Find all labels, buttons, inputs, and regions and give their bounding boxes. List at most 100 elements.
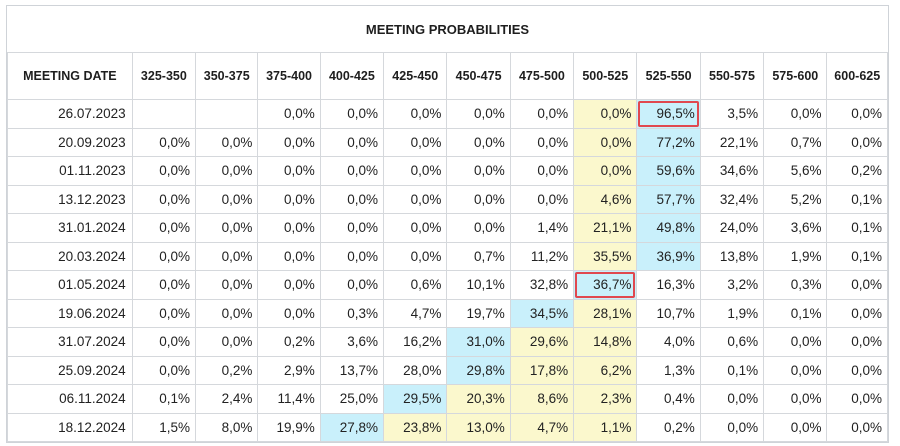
probability-value: 0,0%: [221, 163, 253, 179]
probability-value: 10,7%: [656, 305, 695, 321]
column-header-400-425[interactable]: 400-425: [319, 52, 385, 100]
meeting-date-cell: 25.09.2024: [7, 355, 133, 385]
probability-value: 0,0%: [790, 106, 822, 122]
probability-cell: 24,0%: [699, 213, 765, 243]
probability-value: 0,0%: [347, 106, 379, 122]
table-body: 26.07.2023 0,0% 0,0% 0,0% 0,0% 0,0% 0,0% 96,5% 3…: [7, 99, 888, 442]
probability-cell: 0,0%: [383, 156, 448, 186]
probability-cell: 0,0%: [826, 99, 888, 129]
probability-value: 8,6%: [537, 391, 569, 407]
probability-value: 0,0%: [537, 134, 569, 150]
column-header-425-450[interactable]: 425-450: [383, 52, 448, 100]
probabilities-table: MEETING PROBABILITIES MEETING DATE 325-35…: [7, 6, 888, 442]
probability-value: 0,0%: [790, 419, 822, 435]
probability-cell: 16,3%: [636, 270, 701, 300]
probability-cell: 77,2%: [636, 127, 701, 157]
probability-value: 0,0%: [851, 106, 882, 122]
column-header-525-550[interactable]: 525-550: [636, 52, 701, 100]
probability-value: 0,0%: [537, 191, 569, 207]
probability-cell: 0,0%: [383, 127, 448, 157]
probability-value: 19,9%: [276, 419, 315, 435]
probability-value: 0,0%: [221, 248, 253, 264]
probability-value: 0,0%: [283, 106, 315, 122]
probability-cell: 1,4%: [509, 213, 575, 243]
probability-cell: 0,0%: [257, 99, 321, 129]
probability-cell: 0,7%: [446, 241, 511, 271]
column-header-550-575[interactable]: 550-575: [699, 52, 765, 100]
probability-value: 0,0%: [410, 134, 442, 150]
column-header-500-525[interactable]: 500-525: [573, 52, 638, 100]
probability-cell: 0,1%: [131, 384, 197, 414]
probability-cell: 0,0%: [319, 127, 385, 157]
probability-value: 0,0%: [159, 220, 191, 236]
probability-value: 0,0%: [283, 163, 315, 179]
probability-cell: 36,7%: [573, 270, 638, 300]
probability-cell: 0,0%: [131, 156, 197, 186]
probability-value: 0,0%: [790, 362, 822, 378]
probability-cell: 4,0%: [636, 327, 701, 357]
table-row: 19.06.2024 0,0% 0,0% 0,0% 0,3% 4,7% 19,7% 34,5%…: [7, 298, 888, 328]
probability-value: 0,0%: [221, 277, 253, 293]
probability-value: 0,0%: [790, 334, 822, 350]
table-row: 01.11.2023 0,0% 0,0% 0,0% 0,0% 0,0% 0,0% 0,0% 0,…: [7, 156, 888, 186]
probability-value: 59,6%: [656, 163, 695, 179]
probability-cell: 96,5%: [636, 99, 701, 129]
probability-value: 0,0%: [410, 163, 442, 179]
probability-value: 0,0%: [283, 191, 315, 207]
probability-cell: 0,0%: [383, 241, 448, 271]
probability-value: 3,6%: [347, 334, 379, 350]
column-header-450-475[interactable]: 450-475: [446, 52, 511, 100]
probability-cell: 23,8%: [383, 412, 448, 442]
probability-value: 0,0%: [473, 163, 505, 179]
probability-cell: 29,6%: [509, 327, 575, 357]
probability-cell: 0,1%: [826, 184, 888, 214]
probability-value: 1,4%: [537, 220, 569, 236]
probability-cell: 1,9%: [699, 298, 765, 328]
column-header-575-600[interactable]: 575-600: [763, 52, 828, 100]
column-header-375-400[interactable]: 375-400: [257, 52, 321, 100]
table-row: 01.05.2024 0,0% 0,0% 0,0% 0,0% 0,6% 10,1% 32,8%…: [7, 270, 888, 300]
meeting-date-cell: 01.05.2024: [7, 270, 133, 300]
probability-value: 1,5%: [159, 419, 191, 435]
table-row: 26.07.2023 0,0% 0,0% 0,0% 0,0% 0,0% 0,0% 96,5% 3…: [7, 99, 888, 129]
column-header-475-500[interactable]: 475-500: [509, 52, 575, 100]
probability-value: 28,1%: [593, 305, 632, 321]
probability-value: 32,8%: [529, 277, 569, 293]
probability-cell: 0,0%: [573, 99, 638, 129]
probability-value: 0,0%: [790, 391, 822, 407]
probability-cell: 0,0%: [446, 127, 511, 157]
probability-value: 0,1%: [790, 305, 822, 321]
probability-cell: 0,0%: [131, 270, 197, 300]
probability-value: 0,0%: [221, 134, 253, 150]
column-header-325-350[interactable]: 325-350: [131, 52, 197, 100]
probability-value: 0,0%: [473, 191, 505, 207]
probability-value: 4,7%: [410, 305, 442, 321]
probability-cell: 0,6%: [699, 327, 765, 357]
probability-cell: 3,6%: [319, 327, 385, 357]
probability-cell: 0,0%: [257, 270, 321, 300]
probability-value: 29,8%: [466, 362, 505, 378]
probability-cell: 0,0%: [509, 99, 575, 129]
probability-cell: 0,0%: [257, 241, 321, 271]
probability-cell: 0,0%: [131, 127, 197, 157]
probability-cell: 0,0%: [131, 184, 197, 214]
table-title: MEETING PROBABILITIES: [7, 6, 888, 53]
probability-value: 36,7%: [593, 277, 632, 293]
probability-cell: 0,0%: [573, 156, 638, 186]
probability-value: 0,0%: [851, 277, 882, 293]
probability-value: 5,2%: [790, 191, 822, 207]
probability-value: 2,9%: [283, 362, 315, 378]
probability-value: 1,3%: [664, 362, 695, 378]
meeting-date-cell: 19.06.2024: [7, 298, 133, 328]
column-header-350-375[interactable]: 350-375: [195, 52, 259, 100]
column-header-meeting-date[interactable]: MEETING DATE: [7, 52, 133, 100]
probability-cell: 1,1%: [573, 412, 638, 442]
column-header-600-625[interactable]: 600-625: [826, 52, 888, 100]
probability-value: 0,0%: [851, 305, 882, 321]
probability-cell: 34,5%: [509, 298, 575, 328]
probability-cell: 0,0%: [826, 355, 888, 385]
probability-value: 0,0%: [159, 191, 191, 207]
probability-cell: 0,0%: [131, 241, 197, 271]
probability-value: 22,1%: [719, 134, 759, 150]
probability-cell: 59,6%: [636, 156, 701, 186]
